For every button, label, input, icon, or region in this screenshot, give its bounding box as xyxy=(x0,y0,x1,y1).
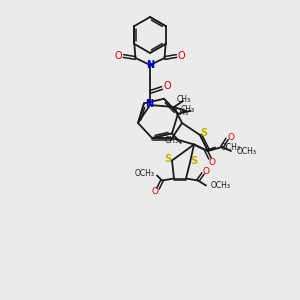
Text: CH₃: CH₃ xyxy=(177,95,191,104)
Text: O: O xyxy=(202,167,209,176)
Text: N: N xyxy=(146,60,154,70)
Text: O: O xyxy=(227,134,235,142)
Text: OCH₃: OCH₃ xyxy=(211,181,231,190)
Text: O: O xyxy=(178,51,185,61)
Text: O: O xyxy=(208,158,215,167)
Text: O: O xyxy=(152,187,158,196)
Text: N: N xyxy=(145,99,153,109)
Text: S: S xyxy=(190,157,198,166)
Text: OCH₃: OCH₃ xyxy=(221,143,241,152)
Text: S: S xyxy=(200,128,208,138)
Text: S: S xyxy=(164,154,172,164)
Text: CH₃: CH₃ xyxy=(175,108,189,117)
Text: OCH₃: OCH₃ xyxy=(135,169,155,178)
Text: CH₃: CH₃ xyxy=(181,106,195,115)
Text: OCH₃: OCH₃ xyxy=(237,146,257,155)
Text: O: O xyxy=(115,51,122,61)
Text: CH₃: CH₃ xyxy=(165,136,179,146)
Text: O: O xyxy=(163,81,171,91)
